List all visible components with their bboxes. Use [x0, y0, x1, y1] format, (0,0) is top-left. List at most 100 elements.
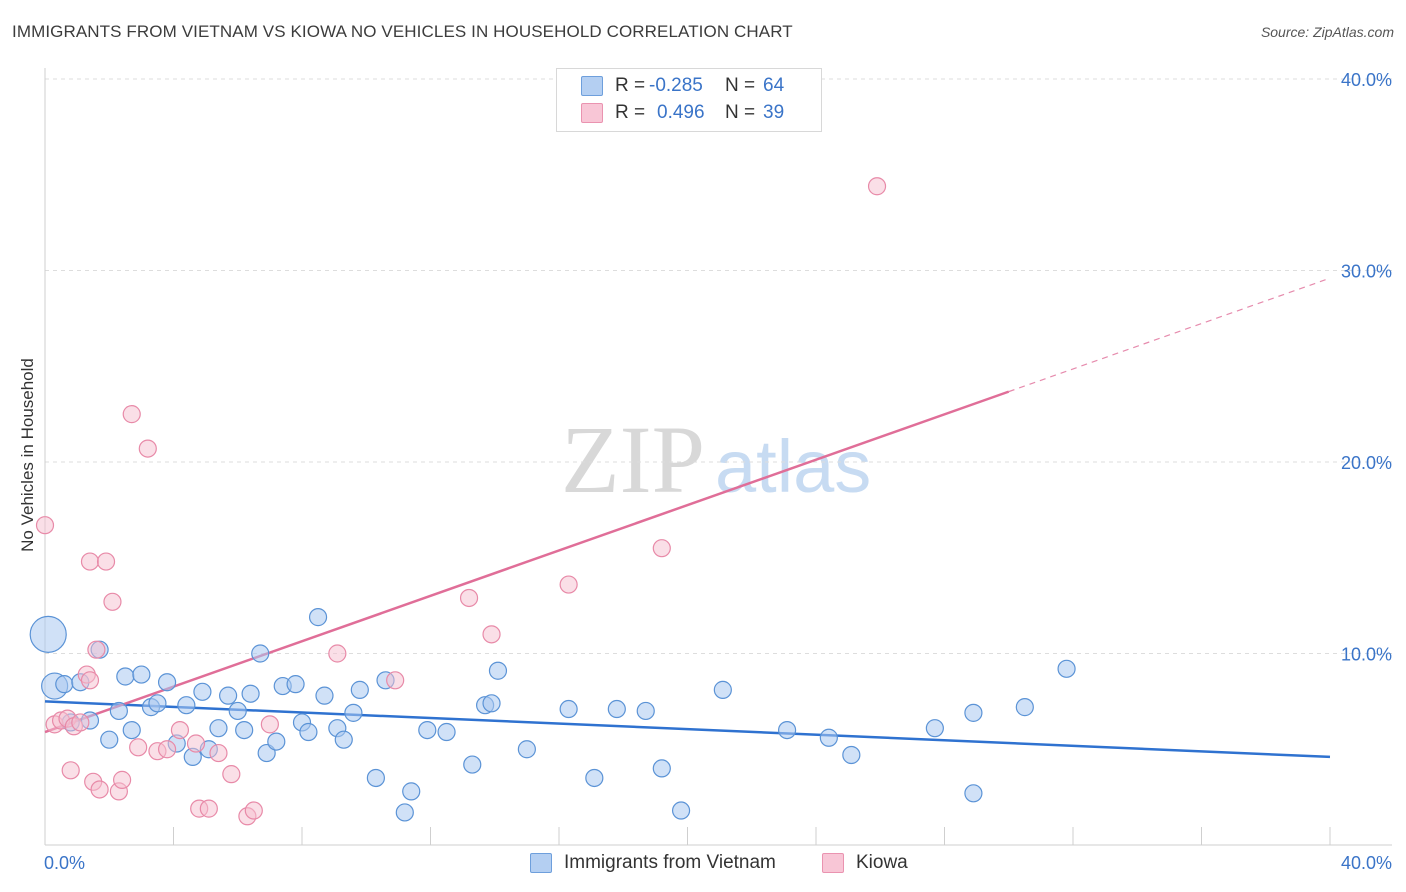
legend-label-vietnam: Immigrants from Vietnam	[564, 852, 776, 873]
point-vietnam	[315, 686, 334, 705]
point-vietnam	[418, 720, 437, 740]
chart-title: IMMIGRANTS FROM VIETNAM VS KIOWA NO VEHI…	[12, 22, 793, 41]
point-kiowa	[652, 539, 671, 558]
legend-label-kiowa: Kiowa	[856, 852, 908, 873]
grid	[45, 78, 1392, 654]
point-vietnam	[344, 703, 363, 722]
point-vietnam	[559, 699, 578, 719]
point-vietnam	[241, 684, 260, 703]
point-vietnam	[55, 675, 74, 694]
legend-n-value: 64	[763, 75, 785, 96]
point-kiowa	[138, 439, 157, 458]
trend-line-kiowa-extension	[1008, 277, 1331, 393]
legend-swatch-pink	[581, 103, 603, 123]
point-vietnam	[29, 615, 67, 653]
legend-row-kiowa: R = 0.496 N = 39	[581, 100, 784, 126]
point-kiowa	[244, 801, 263, 820]
point-vietnam	[235, 720, 254, 740]
point-vietnam	[132, 665, 151, 684]
x-tick-label: 0.0%	[44, 853, 85, 873]
point-kiowa	[260, 715, 279, 734]
point-vietnam	[463, 755, 482, 774]
point-kiowa	[87, 640, 106, 659]
point-vietnam	[219, 686, 238, 705]
point-vietnam	[109, 701, 128, 721]
point-vietnam	[437, 722, 456, 742]
series-legend: Immigrants from Vietnam Kiowa	[0, 852, 1406, 878]
point-vietnam	[122, 720, 141, 740]
point-kiowa	[71, 713, 90, 732]
point-vietnam	[964, 703, 983, 722]
trend-line-kiowa	[44, 390, 1010, 734]
axes	[44, 68, 1392, 846]
point-vietnam	[517, 740, 536, 759]
point-kiowa	[80, 552, 100, 571]
point-kiowa	[157, 740, 177, 759]
point-kiowa	[186, 734, 206, 753]
legend-n-label: N =	[725, 75, 756, 96]
legend-r-label: R =	[615, 102, 646, 123]
point-kiowa	[80, 671, 100, 690]
point-vietnam	[366, 768, 385, 788]
point-vietnam	[193, 682, 212, 701]
legend-swatch-pink	[822, 853, 844, 873]
point-kiowa	[209, 743, 228, 763]
point-vietnam	[488, 661, 508, 680]
point-kiowa	[90, 780, 109, 799]
point-vietnam	[116, 667, 135, 686]
trend-lines	[44, 277, 1331, 759]
legend-n-value: 39	[763, 102, 785, 123]
point-vietnam	[964, 784, 983, 803]
point-kiowa	[112, 770, 132, 789]
point-kiowa	[199, 799, 218, 818]
point-vietnam	[157, 673, 177, 692]
point-kiowa	[386, 671, 405, 690]
point-vietnam	[777, 720, 797, 740]
legend-swatch-blue	[530, 853, 552, 873]
point-vietnam	[308, 608, 328, 627]
legend-r-value: 0.496	[657, 102, 705, 123]
point-vietnam	[1015, 698, 1034, 717]
point-kiowa	[103, 592, 122, 611]
legend-n-label: N =	[725, 102, 756, 123]
point-kiowa	[61, 761, 80, 780]
legend-row-vietnam: R = -0.285 N = 64	[581, 73, 784, 99]
legend-item-kiowa: Kiowa	[822, 852, 908, 874]
point-kiowa	[459, 588, 479, 608]
point-vietnam	[177, 696, 196, 715]
y-tick-label: 40.0%	[1341, 70, 1392, 90]
point-vietnam	[819, 728, 838, 747]
data-points	[29, 177, 1076, 826]
point-vietnam	[267, 732, 286, 751]
point-kiowa	[129, 738, 148, 757]
trend-line-vietnam	[44, 700, 1331, 759]
point-vietnam	[350, 680, 369, 699]
point-vietnam	[100, 730, 119, 749]
point-vietnam	[251, 644, 270, 663]
legend-item-vietnam: Immigrants from Vietnam	[530, 852, 776, 874]
point-vietnam	[671, 801, 691, 820]
stats-legend: R = -0.285 N = 64 R = 0.496 N = 39	[556, 68, 822, 132]
point-vietnam	[228, 701, 247, 721]
point-kiowa	[35, 516, 55, 535]
y-tick-label: 30.0%	[1341, 262, 1392, 282]
point-vietnam	[286, 675, 305, 694]
point-kiowa	[222, 765, 241, 784]
x-tick-label: 40.0%	[1341, 853, 1392, 873]
point-kiowa	[122, 405, 141, 424]
point-vietnam	[652, 759, 671, 778]
point-vietnam	[209, 719, 228, 738]
point-vietnam	[1057, 659, 1076, 678]
point-vietnam	[607, 699, 626, 719]
watermark-zip: ZIP	[561, 406, 705, 513]
point-kiowa	[170, 720, 190, 740]
point-vietnam	[925, 719, 944, 738]
point-vietnam	[842, 745, 861, 765]
y-tick-label: 10.0%	[1341, 645, 1392, 665]
legend-swatch-blue	[581, 76, 603, 96]
point-vietnam	[402, 782, 421, 801]
point-kiowa	[328, 644, 347, 663]
watermark: ZIP atlas	[561, 406, 871, 513]
point-vietnam	[395, 803, 414, 822]
